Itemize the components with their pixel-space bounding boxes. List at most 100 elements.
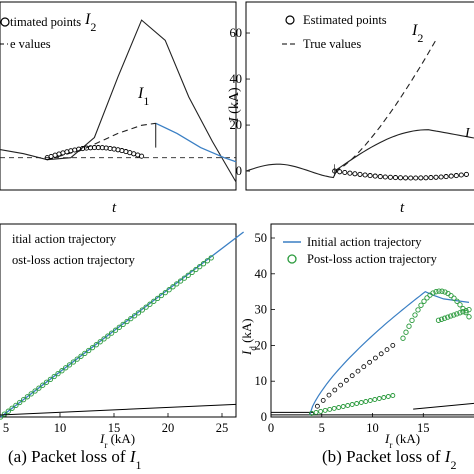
estimated-point xyxy=(362,172,368,178)
postloss-point xyxy=(385,394,391,399)
postloss-point xyxy=(9,405,15,411)
postloss-point xyxy=(463,308,469,314)
panel-top-right: 0 20 40 60 I (kA) Estimated points True values… xyxy=(227,1,474,216)
x-axis-label-br: Ir (kA) xyxy=(384,431,420,450)
postloss-point xyxy=(363,399,369,404)
series-actual-line xyxy=(245,129,474,179)
postloss-point xyxy=(460,309,466,315)
transition-point xyxy=(390,342,396,348)
estimated-point xyxy=(347,170,353,176)
postloss-point xyxy=(421,298,427,304)
postloss-point xyxy=(448,313,454,319)
postloss-point xyxy=(120,321,126,328)
postloss-point xyxy=(466,306,472,313)
y-axis-unit: (kA) xyxy=(227,87,242,117)
plot-frame xyxy=(270,223,474,418)
postloss-point xyxy=(82,350,88,357)
postloss-point xyxy=(13,402,19,409)
postloss-point xyxy=(457,302,463,308)
x-tick-label: 15 xyxy=(417,421,430,435)
postloss-point xyxy=(345,403,351,408)
legend-initial-label: itial action trajectory xyxy=(12,232,117,246)
estimated-point xyxy=(423,175,429,181)
transition-point xyxy=(372,355,378,361)
curve-label-i2-var: I xyxy=(411,22,418,39)
estimated-point xyxy=(453,173,459,179)
postloss-point xyxy=(313,409,319,415)
x-axis-unit: (kA) xyxy=(392,431,420,446)
base-line-3 xyxy=(413,402,474,410)
postloss-point xyxy=(204,258,211,264)
postloss-point xyxy=(32,388,38,394)
estimated-point xyxy=(357,171,363,177)
transition-point xyxy=(332,387,338,393)
x-axis-label-tr-var: t xyxy=(400,200,405,216)
postloss-point xyxy=(454,311,460,317)
postloss-point xyxy=(367,398,373,403)
y-tick-label: 10 xyxy=(255,374,268,388)
y-axis-sub: d xyxy=(248,346,258,351)
postloss-point xyxy=(442,289,448,295)
postloss-point xyxy=(451,295,457,301)
curve-label-i-partial: I xyxy=(464,126,471,141)
postloss-point xyxy=(166,287,172,293)
postloss-point xyxy=(20,396,27,403)
postloss-point xyxy=(438,316,445,322)
postloss-point xyxy=(43,379,50,385)
postloss-point xyxy=(74,356,80,362)
legend-true-label: True values xyxy=(303,37,361,51)
y-axis-unit: (kA) xyxy=(239,318,254,346)
x-tick-label: 0 xyxy=(268,421,274,435)
postloss-point xyxy=(193,266,199,273)
caption-b-sub: 2 xyxy=(450,458,456,472)
postloss-point xyxy=(97,339,103,345)
curve-label-i2-sub: 2 xyxy=(417,31,423,45)
postloss-point xyxy=(441,315,448,321)
x-tick-label: 10 xyxy=(366,421,379,435)
legend-initial-label: Initial action trajectory xyxy=(307,235,422,249)
x-axis-sub: r xyxy=(104,440,107,450)
postloss-point xyxy=(430,290,436,296)
postloss-point xyxy=(40,382,46,388)
y-tick-label: 40 xyxy=(255,267,268,281)
postloss-point xyxy=(63,365,69,371)
x-tick-label: 25 xyxy=(216,421,229,435)
x-axis-var: I xyxy=(384,431,390,446)
postloss-point xyxy=(78,353,84,359)
legend-true-label: e values xyxy=(10,37,51,51)
postloss-point xyxy=(185,272,191,278)
postloss-point xyxy=(409,317,415,324)
estimated-point xyxy=(372,173,378,179)
legend-estimated-label: timated points xyxy=(10,15,81,29)
x-axis-label-tl-var: t xyxy=(112,200,117,216)
estimated-point xyxy=(413,175,419,181)
postloss-point xyxy=(93,342,99,348)
postloss-point xyxy=(418,302,424,308)
y-tick-label: 0 xyxy=(236,164,242,178)
curve-label-i2-var: I xyxy=(84,11,91,28)
series-i2-line xyxy=(0,19,237,183)
postloss-point xyxy=(143,304,149,310)
estimated-point xyxy=(72,147,78,153)
postloss-point xyxy=(181,275,188,281)
x-axis-unit: (kA) xyxy=(107,431,135,446)
caption-a: (a) Packet loss of I1 xyxy=(8,447,141,472)
panel-bottom-right: 0 10 20 30 40 50 0 5 10 15 Id (kA) Initial action t… xyxy=(239,223,474,450)
curve-label-i1-var: I xyxy=(137,85,144,102)
caption-b-prefix: (b) Packet loss of xyxy=(322,447,445,466)
postloss-point xyxy=(151,298,157,304)
postloss-point xyxy=(89,344,96,351)
caption-a-var: I xyxy=(129,447,137,466)
postloss-point xyxy=(327,406,333,412)
postloss-point xyxy=(381,395,387,400)
estimated-point xyxy=(139,153,145,159)
estimated-point xyxy=(438,174,444,180)
postloss-point xyxy=(322,407,328,413)
x-tick-label: 15 xyxy=(108,421,121,435)
estimated-point xyxy=(337,169,343,175)
caption-b: (b) Packet loss of I2 xyxy=(322,447,456,472)
postloss-point xyxy=(358,400,364,405)
postloss-point xyxy=(372,397,378,402)
postloss-point xyxy=(197,263,203,270)
legend-estimated-marker xyxy=(0,17,10,27)
